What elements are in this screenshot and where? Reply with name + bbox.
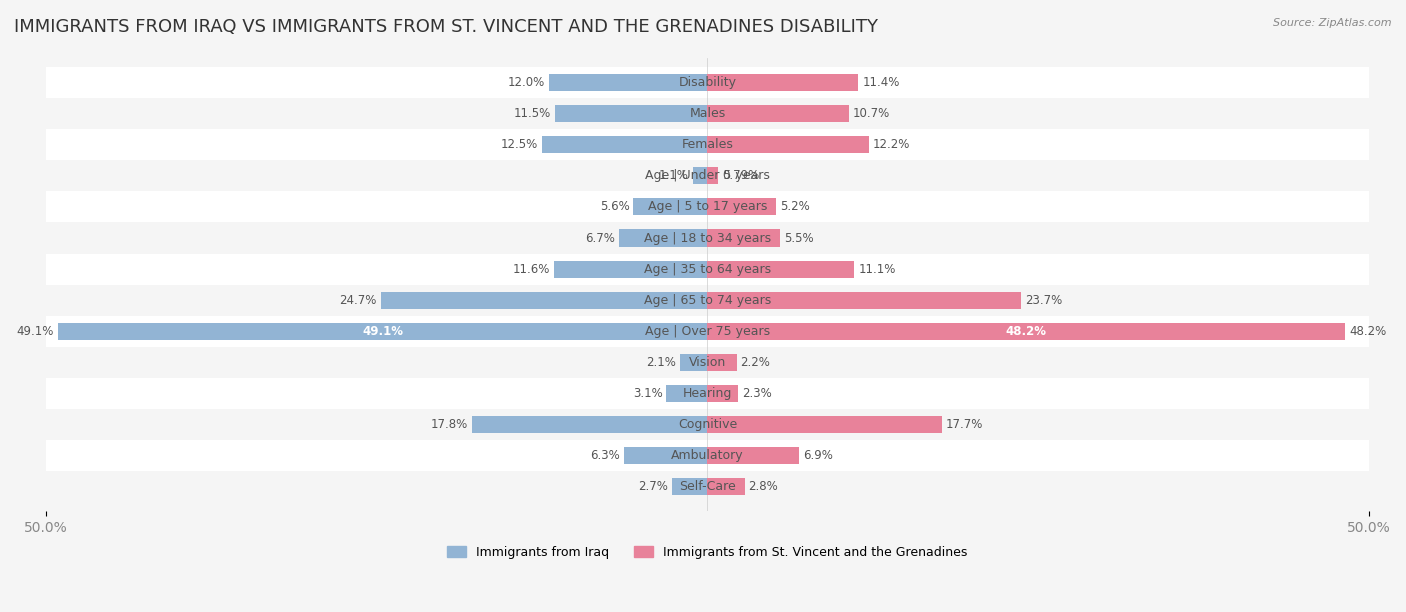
Text: 2.3%: 2.3% <box>742 387 772 400</box>
Text: 10.7%: 10.7% <box>853 107 890 120</box>
Text: 48.2%: 48.2% <box>1350 325 1386 338</box>
Bar <box>707 323 1346 340</box>
Bar <box>46 440 1369 471</box>
Text: 11.1%: 11.1% <box>858 263 896 275</box>
Bar <box>46 98 1369 129</box>
Text: 2.7%: 2.7% <box>638 480 668 493</box>
Text: 11.4%: 11.4% <box>862 76 900 89</box>
Bar <box>666 385 707 402</box>
Bar <box>46 67 1369 98</box>
Bar <box>707 230 780 247</box>
Text: 24.7%: 24.7% <box>339 294 377 307</box>
Text: 12.2%: 12.2% <box>873 138 910 151</box>
Bar <box>633 198 707 215</box>
Bar <box>707 385 738 402</box>
Bar <box>619 230 707 247</box>
Bar <box>543 136 707 154</box>
Bar <box>46 471 1369 502</box>
Text: Vision: Vision <box>689 356 725 369</box>
Text: Age | 35 to 64 years: Age | 35 to 64 years <box>644 263 770 275</box>
Text: Age | Over 75 years: Age | Over 75 years <box>645 325 770 338</box>
Bar <box>707 136 869 154</box>
Bar <box>46 253 1369 285</box>
Bar <box>707 167 718 184</box>
Bar <box>548 74 707 91</box>
Bar <box>381 291 707 308</box>
Text: Source: ZipAtlas.com: Source: ZipAtlas.com <box>1274 18 1392 28</box>
Bar <box>672 478 707 495</box>
Text: 5.5%: 5.5% <box>785 231 814 245</box>
Bar <box>46 160 1369 192</box>
Text: Age | 65 to 74 years: Age | 65 to 74 years <box>644 294 770 307</box>
Text: Self-Care: Self-Care <box>679 480 735 493</box>
Text: 49.1%: 49.1% <box>17 325 53 338</box>
Text: 17.7%: 17.7% <box>946 418 983 431</box>
Bar <box>46 409 1369 440</box>
Text: Age | Under 5 years: Age | Under 5 years <box>645 170 770 182</box>
Bar <box>46 378 1369 409</box>
Text: 5.6%: 5.6% <box>599 201 630 214</box>
Text: Age | 18 to 34 years: Age | 18 to 34 years <box>644 231 770 245</box>
Text: Males: Males <box>689 107 725 120</box>
Text: IMMIGRANTS FROM IRAQ VS IMMIGRANTS FROM ST. VINCENT AND THE GRENADINES DISABILIT: IMMIGRANTS FROM IRAQ VS IMMIGRANTS FROM … <box>14 18 879 36</box>
Bar <box>46 285 1369 316</box>
Text: 12.0%: 12.0% <box>508 76 544 89</box>
Text: 1.1%: 1.1% <box>659 170 689 182</box>
Bar <box>555 105 707 122</box>
Text: 5.2%: 5.2% <box>780 201 810 214</box>
Text: 2.1%: 2.1% <box>645 356 676 369</box>
Bar <box>554 261 707 278</box>
Bar <box>707 198 776 215</box>
Bar <box>46 347 1369 378</box>
Text: 2.8%: 2.8% <box>748 480 779 493</box>
Bar <box>46 223 1369 253</box>
Text: Ambulatory: Ambulatory <box>671 449 744 462</box>
Bar <box>707 478 745 495</box>
Bar <box>707 447 799 464</box>
Text: Cognitive: Cognitive <box>678 418 737 431</box>
Text: 12.5%: 12.5% <box>501 138 538 151</box>
Text: 48.2%: 48.2% <box>1005 325 1047 338</box>
Bar <box>46 129 1369 160</box>
Bar <box>707 74 858 91</box>
Legend: Immigrants from Iraq, Immigrants from St. Vincent and the Grenadines: Immigrants from Iraq, Immigrants from St… <box>443 541 973 564</box>
Bar <box>58 323 707 340</box>
Bar <box>707 105 849 122</box>
Text: 23.7%: 23.7% <box>1025 294 1063 307</box>
Text: Females: Females <box>682 138 734 151</box>
Bar <box>46 316 1369 347</box>
Bar <box>679 354 707 371</box>
Bar <box>472 416 707 433</box>
Bar <box>707 261 855 278</box>
Text: 6.3%: 6.3% <box>591 449 620 462</box>
Text: 6.9%: 6.9% <box>803 449 832 462</box>
Text: 6.7%: 6.7% <box>585 231 614 245</box>
Bar <box>707 291 1021 308</box>
Text: 49.1%: 49.1% <box>363 325 404 338</box>
Text: 17.8%: 17.8% <box>430 418 468 431</box>
Text: Hearing: Hearing <box>683 387 733 400</box>
Text: 11.5%: 11.5% <box>515 107 551 120</box>
Bar <box>707 354 737 371</box>
Bar <box>693 167 707 184</box>
Text: 0.79%: 0.79% <box>721 170 759 182</box>
Text: 2.2%: 2.2% <box>741 356 770 369</box>
Text: Age | 5 to 17 years: Age | 5 to 17 years <box>648 201 768 214</box>
Bar <box>624 447 707 464</box>
Bar <box>707 416 942 433</box>
Text: 3.1%: 3.1% <box>633 387 662 400</box>
Text: Disability: Disability <box>679 76 737 89</box>
Bar <box>46 192 1369 223</box>
Text: 11.6%: 11.6% <box>513 263 550 275</box>
